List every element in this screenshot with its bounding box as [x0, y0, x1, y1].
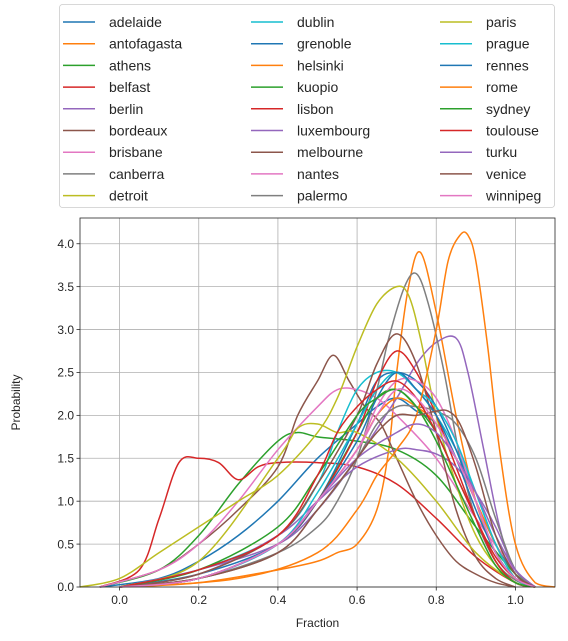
legend-label: dublin: [297, 14, 334, 30]
legend-label: palermo: [297, 188, 348, 204]
legend-label: winnipeg: [485, 188, 541, 204]
legend-item-belfast: belfast: [63, 79, 150, 95]
legend-label: grenoble: [297, 36, 352, 52]
legend-label: prague: [486, 36, 530, 52]
series-line-detroit: [79, 285, 536, 588]
legend-item-rennes: rennes: [440, 57, 529, 73]
series-layer: [79, 231, 556, 588]
series-line-bordeaux: [99, 354, 516, 588]
legend-label: antofagasta: [109, 36, 182, 52]
legend-item-lisbon: lisbon: [251, 101, 334, 117]
series-line-venice: [119, 409, 536, 588]
x-tick-label: 0.8: [428, 593, 445, 607]
x-tick-label: 0.2: [190, 593, 207, 607]
y-tick-label: 4.0: [57, 237, 74, 251]
legend-label: lisbon: [297, 101, 334, 117]
plot-frame: [79, 217, 556, 588]
y-tick-label: 2.5: [57, 366, 74, 380]
legend-item-nantes: nantes: [251, 166, 339, 182]
series-line-toulouse: [119, 380, 536, 588]
x-tick-label: 0.0: [111, 593, 128, 607]
legend-item-berlin: berlin: [63, 101, 143, 117]
legend-item-grenoble: grenoble: [251, 36, 352, 52]
y-axis: 0.0 0.5 1.0 1.5 2.0 2.5 3.0 3.5 4.0: [57, 237, 80, 594]
legend-item-kuopio: kuopio: [251, 79, 338, 95]
legend-item-helsinki: helsinki: [251, 57, 344, 73]
legend: adelaide antofagasta athens belfast berlin bo…: [59, 4, 555, 208]
plot-background: [80, 218, 555, 587]
legend-item-detroit: detroit: [63, 188, 148, 204]
legend-item-venice: venice: [440, 166, 527, 182]
legend-item-antofagasta: antofagasta: [63, 36, 182, 52]
x-tick-label: 0.4: [270, 593, 287, 607]
x-tick-label: 1.0: [507, 593, 524, 607]
series-line-paris: [119, 422, 536, 588]
legend-item-winnipeg: winnipeg: [440, 188, 541, 204]
legend-item-sydney: sydney: [440, 101, 530, 117]
legend-label: helsinki: [297, 57, 344, 73]
legend-label: melbourne: [297, 144, 363, 160]
legend-label: paris: [486, 14, 516, 30]
legend-label: athens: [109, 57, 151, 73]
y-tick-label: 0.5: [57, 537, 74, 551]
y-tick-label: 2.0: [57, 409, 74, 423]
y-tick-label: 3.5: [57, 280, 74, 294]
legend-item-prague: prague: [440, 36, 530, 52]
legend-label: bordeaux: [109, 123, 167, 139]
legend-item-rome: rome: [440, 79, 518, 95]
legend-label: venice: [486, 166, 527, 182]
legend-item-melbourne: melbourne: [251, 144, 363, 160]
y-tick-label: 3.0: [57, 323, 74, 337]
series-line-rome: [119, 231, 556, 588]
legend-item-palermo: palermo: [251, 188, 348, 204]
legend-label: turku: [486, 144, 517, 160]
series-line-sydney: [119, 388, 536, 588]
legend-label: detroit: [109, 188, 148, 204]
x-axis: 0.0 0.2 0.4 0.6 0.8 1.0: [111, 587, 524, 607]
legend-label: berlin: [109, 101, 143, 117]
legend-item-brisbane: brisbane: [63, 144, 163, 160]
x-tick-label: 0.6: [349, 593, 366, 607]
legend-item-adelaide: adelaide: [63, 14, 162, 30]
legend-item-athens: athens: [63, 57, 151, 73]
legend-label: rome: [486, 79, 518, 95]
legend-label: toulouse: [486, 123, 539, 139]
legend-item-bordeaux: bordeaux: [63, 123, 167, 139]
legend-label: rennes: [486, 57, 529, 73]
legend-label: kuopio: [297, 79, 338, 95]
legend-label: adelaide: [109, 14, 162, 30]
y-axis-label: Probability: [9, 374, 23, 430]
legend-item-dublin: dublin: [251, 14, 334, 30]
legend-item-canberra: canberra: [63, 166, 164, 182]
plot-area: [79, 217, 556, 588]
legend-item-turku: turku: [440, 144, 517, 160]
x-axis-label: Fraction: [296, 616, 339, 630]
legend-label: canberra: [109, 166, 164, 182]
y-tick-label: 1.5: [57, 451, 74, 465]
legend-label: nantes: [297, 166, 339, 182]
legend-item-paris: paris: [440, 14, 516, 30]
legend-label: sydney: [486, 101, 530, 117]
series-line-winnipeg: [119, 388, 536, 588]
y-tick-label: 0.0: [57, 580, 74, 594]
series-line-luxembourg: [119, 447, 536, 588]
legend-item-toulouse: toulouse: [440, 123, 539, 139]
legend-item-luxembourg: luxembourg: [251, 123, 370, 139]
legend-label: belfast: [109, 79, 150, 95]
legend-label: luxembourg: [297, 123, 370, 139]
y-tick-label: 1.0: [57, 494, 74, 508]
legend-label: brisbane: [109, 144, 163, 160]
legend-frame: [59, 4, 555, 208]
